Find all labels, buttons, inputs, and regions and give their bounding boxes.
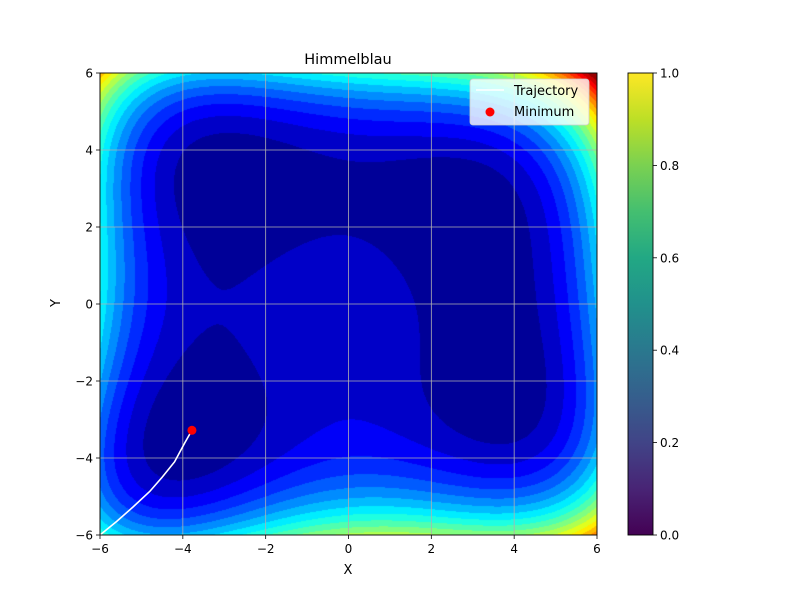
x-axis: −6 −4 −2 0 2 4 6 [91, 535, 601, 556]
colorbar-tick-label: 0.4 [660, 344, 679, 358]
x-tick-label: 2 [428, 542, 436, 556]
legend-minimum-swatch [485, 107, 495, 117]
y-tick-label: 4 [85, 144, 93, 158]
colorbar-tick-label: 0.0 [660, 529, 679, 543]
x-tick-label: 6 [593, 542, 601, 556]
colorbar-tick-label: 0.6 [660, 251, 679, 265]
x-tick-label: −2 [257, 542, 275, 556]
x-axis-label: X [344, 563, 353, 578]
plot-area [99, 72, 598, 536]
y-tick-label: 2 [85, 221, 93, 235]
x-tick-label: −4 [174, 542, 192, 556]
x-tick-label: −6 [91, 542, 109, 556]
colorbar-tick-label: 0.8 [660, 159, 679, 173]
y-tick-label: 6 [85, 67, 93, 81]
colorbar-gradient [627, 72, 654, 536]
chart-title: Himmelblau [304, 52, 391, 68]
y-axis-label: Y [49, 299, 64, 308]
colorbar-ticks: 0.0 0.2 0.4 0.6 0.8 1.0 [653, 67, 679, 543]
x-tick-label: 4 [510, 542, 518, 556]
legend-trajectory-label: Trajectory [513, 84, 578, 99]
colorbar-tick-label: 1.0 [660, 67, 679, 81]
trajectory-line [99, 429, 193, 536]
y-tick-label: −4 [75, 452, 93, 466]
y-axis: −6 −4 −2 0 2 4 6 [75, 67, 100, 543]
minimum-point [187, 425, 197, 435]
y-tick-label: −2 [75, 375, 93, 389]
y-tick-label: −6 [75, 529, 93, 543]
legend-minimum-label: Minimum [514, 105, 574, 120]
colorbar: 0.0 0.2 0.4 0.6 0.8 1.0 [627, 67, 679, 543]
legend: Trajectory Minimum [469, 78, 590, 126]
colorbar-tick-label: 0.2 [660, 436, 679, 450]
x-tick-label: 0 [345, 542, 353, 556]
y-tick-label: 0 [85, 298, 93, 312]
